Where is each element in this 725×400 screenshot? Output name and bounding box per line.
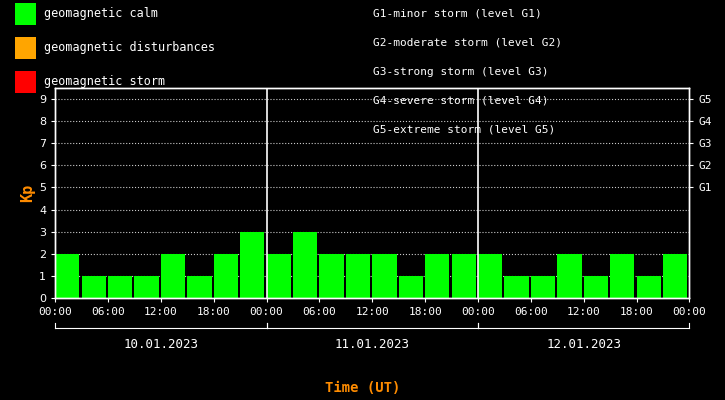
Text: G2-moderate storm (level G2): G2-moderate storm (level G2) bbox=[373, 38, 563, 48]
Bar bbox=[425, 254, 450, 298]
Bar bbox=[558, 254, 581, 298]
Text: G1-minor storm (level G1): G1-minor storm (level G1) bbox=[373, 9, 542, 19]
Bar bbox=[663, 254, 687, 298]
Bar bbox=[320, 254, 344, 298]
Bar bbox=[134, 276, 159, 298]
Text: G5-extreme storm (level G5): G5-extreme storm (level G5) bbox=[373, 124, 555, 134]
Bar bbox=[293, 232, 318, 298]
Bar bbox=[505, 276, 529, 298]
Bar bbox=[108, 276, 132, 298]
Bar bbox=[478, 254, 502, 298]
Bar bbox=[240, 232, 265, 298]
Bar bbox=[55, 254, 80, 298]
Text: 11.01.2023: 11.01.2023 bbox=[335, 338, 410, 350]
Bar bbox=[161, 254, 185, 298]
Text: 10.01.2023: 10.01.2023 bbox=[123, 338, 199, 350]
Bar bbox=[187, 276, 212, 298]
Text: G3-strong storm (level G3): G3-strong storm (level G3) bbox=[373, 67, 549, 77]
Bar bbox=[81, 276, 106, 298]
Bar bbox=[346, 254, 370, 298]
Bar bbox=[584, 276, 608, 298]
Y-axis label: Kp: Kp bbox=[20, 184, 35, 202]
Bar bbox=[531, 276, 555, 298]
Bar bbox=[610, 254, 634, 298]
Text: geomagnetic storm: geomagnetic storm bbox=[44, 76, 165, 88]
Bar bbox=[373, 254, 397, 298]
Text: G4-severe storm (level G4): G4-severe storm (level G4) bbox=[373, 95, 549, 105]
Text: geomagnetic disturbances: geomagnetic disturbances bbox=[44, 42, 215, 54]
Bar bbox=[267, 254, 291, 298]
Bar bbox=[637, 276, 661, 298]
Text: geomagnetic calm: geomagnetic calm bbox=[44, 8, 157, 20]
Bar bbox=[399, 276, 423, 298]
Text: Time (UT): Time (UT) bbox=[325, 381, 400, 395]
Bar bbox=[214, 254, 238, 298]
Text: 12.01.2023: 12.01.2023 bbox=[546, 338, 621, 350]
Bar bbox=[452, 254, 476, 298]
